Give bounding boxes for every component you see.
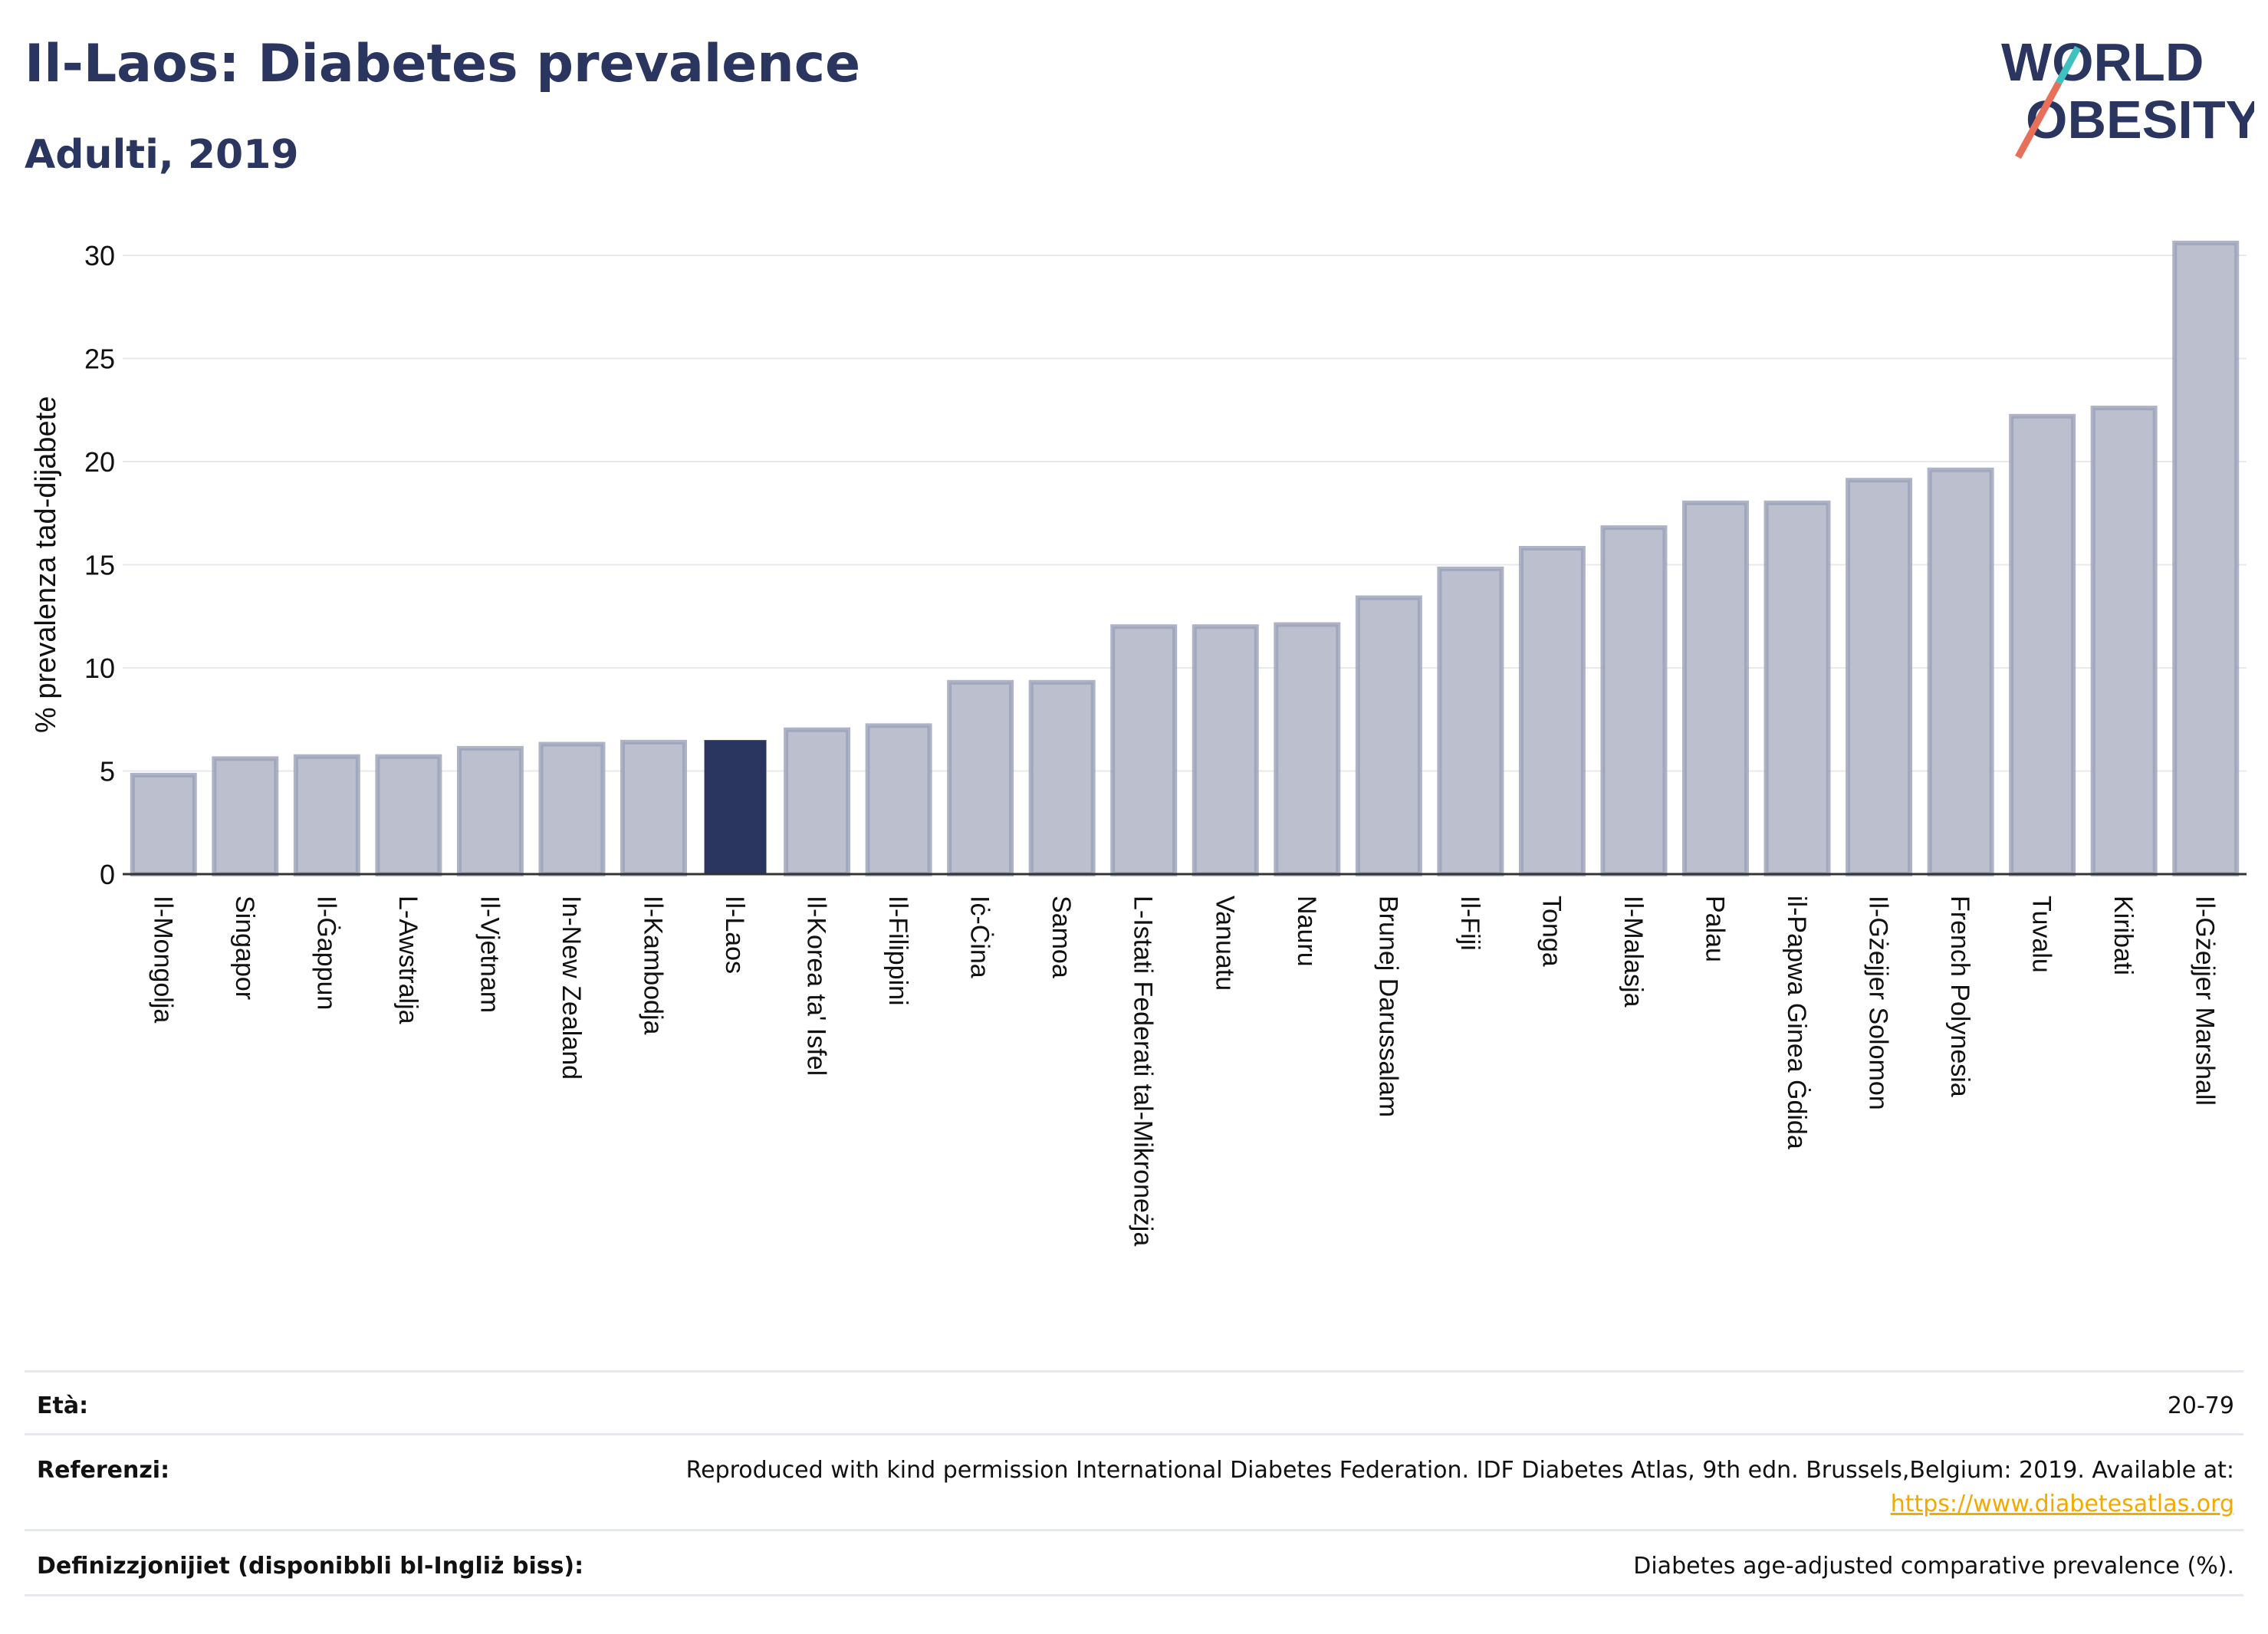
definitions-label: Definizzjonijiet (disponibbli bl-Ingliż … [37,1553,584,1580]
bar [2009,413,2076,876]
x-tick-label: Il-Malasja [1619,896,1648,1008]
x-tick-label: Il-Mongolja [148,896,177,1023]
x-tick-label: Il-Gżejjer Marshall [2191,896,2220,1106]
references-text: Reproduced with kind permission Internat… [685,1457,2234,1484]
x-tick-label: Tonga [1537,896,1566,967]
page-subtitle: Adulti, 2019 [25,132,299,178]
x-tick-label: il-Papwa Ginea Ġdida [1782,896,1811,1149]
x-tick-label: Palau [1701,896,1730,962]
bar [1763,500,1831,876]
bar [1600,525,1668,877]
age-value: 20-79 [2167,1392,2234,1419]
logo-line2: OBESITY [2026,90,2254,150]
x-tick-label: Kiribati [2109,896,2138,975]
y-tick-label: 15 [84,550,115,581]
bar [1192,624,1259,876]
x-tick-label: Il-Vjetnam [475,896,504,1013]
x-tick-label: Il-Laos [720,896,749,974]
bar [1355,595,1422,876]
x-tick-label: Il-Gżejjer Solomon [1864,896,1893,1110]
bar [1274,622,1341,876]
y-tick-label: 20 [84,446,115,478]
x-tick-label: Il-Fiji [1455,896,1484,951]
x-tick-label: Il-Filippini [883,896,912,1006]
bar [1028,679,1096,877]
table-bottom-border [25,1594,2243,1596]
x-tick-label: Il-Ġappun [311,896,340,1010]
bar [620,739,687,877]
x-tick-label: French Polynesia [1945,896,1974,1097]
y-axis-label: % prevalenza tad-dijabete [30,396,62,733]
bar [865,723,932,876]
bar [1846,478,1913,876]
references-link[interactable]: https://www.diabetesatlas.org [1890,1491,2234,1517]
bar [1110,624,1178,876]
bar [1682,500,1749,876]
world-obesity-logo: WORLD OBESITY [2001,32,2254,159]
bar [130,772,197,876]
y-tick-label: 25 [84,344,115,375]
bar [456,745,524,876]
y-tick-label: 10 [84,653,115,684]
table-row-age: Età: 20-79 [25,1370,2243,1435]
x-tick-label: Samoa [1047,896,1076,978]
bar [375,754,442,876]
references-label: Referenzi: [37,1457,170,1484]
x-tick-label: Brunej Darussalam [1373,896,1402,1117]
x-tick-label: Tuvalu [2027,896,2056,973]
age-label: Età: [37,1392,89,1419]
definitions-value: Diabetes age-adjusted comparative preval… [1633,1553,2234,1580]
logo-slash-accent-icon [2056,45,2081,85]
x-tick-label: Vanuatu [1210,896,1239,991]
logo-line1: WORLD [2001,32,2204,92]
x-tick-label: Singapor [230,896,259,1000]
table-row-references: Referenzi: Reproduced with kind permissi… [25,1433,2243,1530]
bar [784,727,851,877]
bar [1927,467,1994,876]
bar [947,679,1014,877]
x-tick-label: Il-Kambodja [639,896,668,1035]
y-tick-label: 5 [100,756,115,787]
bar [212,756,279,876]
bar [293,754,360,876]
bar [2172,240,2240,876]
x-tick-label: In-New Zealand [557,896,586,1080]
x-tick-label: Nauru [1292,896,1321,967]
x-tick-label: L-Awstralja [393,896,422,1024]
bar [1518,545,1586,876]
bar [538,741,606,877]
page-title: Il-Laos: Diabetes prevalence [25,34,861,94]
y-tick-label: 0 [100,859,115,890]
bar-chart: 0 5 10 15 20 25 30 % prevalenza tad-dijabete Il-… [30,240,2247,1246]
bar-highlight [704,740,767,874]
bar [2090,406,2158,876]
x-tick-label: L-Istati Federati tal-Mikroneżja [1129,896,1158,1246]
y-tick-label: 30 [84,240,115,271]
logo-slash-icon [2015,81,2062,159]
table-row-definitions: Definizzjonijiet (disponibbli bl-Ingliż … [25,1529,2243,1596]
x-tick-label: Il-Korea ta' Isfel [802,896,831,1076]
x-tick-label: Iċ-Ċina [965,896,994,978]
bar [1437,566,1504,876]
